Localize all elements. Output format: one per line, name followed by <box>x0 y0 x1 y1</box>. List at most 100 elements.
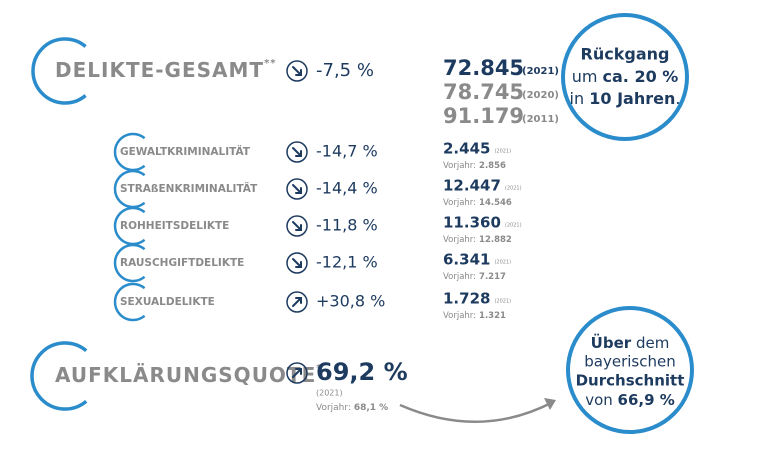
icon-ring <box>286 141 308 163</box>
icon-ring <box>286 60 308 82</box>
category-year: (2021) <box>494 299 511 305</box>
callout-line: um ca. 20 % <box>572 67 679 86</box>
category-year: (2021) <box>494 149 511 155</box>
category-value: 12.447 <box>443 177 501 195</box>
icon-arrow <box>292 221 302 231</box>
category-label: RAUSCHGIFTDELIKTE <box>120 257 244 269</box>
trend-icon <box>286 178 308 200</box>
total-year: (2020) <box>522 90 559 101</box>
content: DELIKTE-GESAMT** -7,5 % Rückgang um ca. … <box>55 13 694 434</box>
icon-ring <box>286 215 308 237</box>
category-change: -14,4 % <box>316 179 378 198</box>
category-year: (2021) <box>505 223 522 229</box>
text: Vorjahr: <box>443 311 476 321</box>
category-value: 11.360 <box>443 214 501 232</box>
text: von <box>585 391 613 409</box>
label: AUFKLÄRUNGSQUOTE <box>55 363 316 387</box>
connector-arrow <box>399 400 554 424</box>
ring-arc <box>30 341 88 411</box>
clearance-previous: Vorjahr: 68,1 % <box>316 403 388 413</box>
callout-circle <box>561 13 689 141</box>
category-value: 2.445 <box>443 140 490 158</box>
category-year: (2021) <box>505 186 522 192</box>
text: 7.217 <box>479 272 506 282</box>
text: 2.856 <box>479 161 506 171</box>
text: 68,1 % <box>354 403 388 413</box>
icon-ring <box>286 291 308 313</box>
category-year: (2021) <box>494 260 511 266</box>
label: DELIKTE-GESAMT <box>55 58 264 82</box>
category-label: SEXUALDELIKTE <box>120 296 215 308</box>
category-change: -14,7 % <box>316 142 378 161</box>
total-year: (2021) <box>522 66 559 77</box>
text: in <box>570 89 585 108</box>
text: 14.546 <box>479 198 512 208</box>
category-previous: Vorjahr: 12.882 <box>443 235 512 245</box>
category-previous: Vorjahr: 2.856 <box>443 161 506 171</box>
total-year: (2011) <box>522 114 559 125</box>
total-label: DELIKTE-GESAMT** <box>55 58 277 82</box>
text: Über <box>591 333 632 352</box>
icon-arrow <box>292 368 302 378</box>
trend-icon <box>286 141 308 163</box>
total-figure: 72.845 <box>443 56 524 80</box>
icon-arrow <box>292 297 302 307</box>
icon-arrow <box>292 147 302 157</box>
trend-icon <box>286 252 308 274</box>
callout-line: von 66,9 % <box>585 391 675 409</box>
category-previous: Vorjahr: 1.321 <box>443 311 506 321</box>
total-figure: 91.179 <box>443 104 524 128</box>
callout-line: Rückgang <box>581 45 670 64</box>
footnote-mark: * <box>316 363 322 374</box>
arrow-head <box>544 398 556 410</box>
text: ca. 20 % <box>603 67 679 86</box>
ring-arc <box>113 243 146 283</box>
total-figure: 78.745 <box>443 80 524 104</box>
category-previous: Vorjahr: 7.217 <box>443 272 506 282</box>
callout-line: Durchschnitt <box>576 372 685 390</box>
text: Vorjahr: <box>443 235 476 245</box>
footnote-mark: ** <box>264 58 276 69</box>
category-change: +30,8 % <box>316 292 385 311</box>
clearance-label: AUFKLÄRUNGSQUOTE* <box>55 363 322 387</box>
text: Vorjahr: <box>316 403 351 413</box>
icon-arrow <box>292 66 302 76</box>
text: Vorjahr: <box>443 198 476 208</box>
ring-arc <box>113 282 146 322</box>
icon-ring <box>286 252 308 274</box>
callout-line: in 10 Jahren. <box>570 89 681 108</box>
category-label: STRAßENKRIMINALITÄT <box>120 181 258 195</box>
text: um <box>572 67 598 86</box>
text: 10 Jahren <box>589 89 675 108</box>
category-label: GEWALTKRIMINALITÄT <box>120 144 251 158</box>
category-previous: Vorjahr: 14.546 <box>443 198 512 208</box>
category-value: 1.728 <box>443 290 490 308</box>
text: . <box>675 89 680 108</box>
trend-icon <box>286 60 308 82</box>
icon-arrow <box>292 184 302 194</box>
clearance-year: (2021) <box>316 389 343 398</box>
category-change: -12,1 % <box>316 253 378 272</box>
category-value: 6.341 <box>443 251 490 269</box>
callout-circle <box>566 306 694 434</box>
text: Vorjahr: <box>443 272 476 282</box>
trend-icon <box>286 362 308 384</box>
ring-arc <box>31 37 87 105</box>
trend-icon <box>286 215 308 237</box>
total-change: -7,5 % <box>316 60 374 81</box>
text: 66,9 % <box>618 391 675 409</box>
icon-ring <box>286 362 308 384</box>
clearance-value: 69,2 % <box>316 358 408 386</box>
callout-line: Über dem <box>591 333 670 352</box>
trend-icon <box>286 291 308 313</box>
callout-line: bayerischen <box>584 353 675 371</box>
category-label: ROHHEITSDELIKTE <box>120 220 229 232</box>
text: Vorjahr: <box>443 161 476 171</box>
text: 1.321 <box>479 311 506 321</box>
category-change: -11,8 % <box>316 216 378 235</box>
icon-ring <box>286 178 308 200</box>
text: 12.882 <box>479 235 512 245</box>
text: dem <box>636 334 669 352</box>
icon-arrow <box>292 258 302 268</box>
